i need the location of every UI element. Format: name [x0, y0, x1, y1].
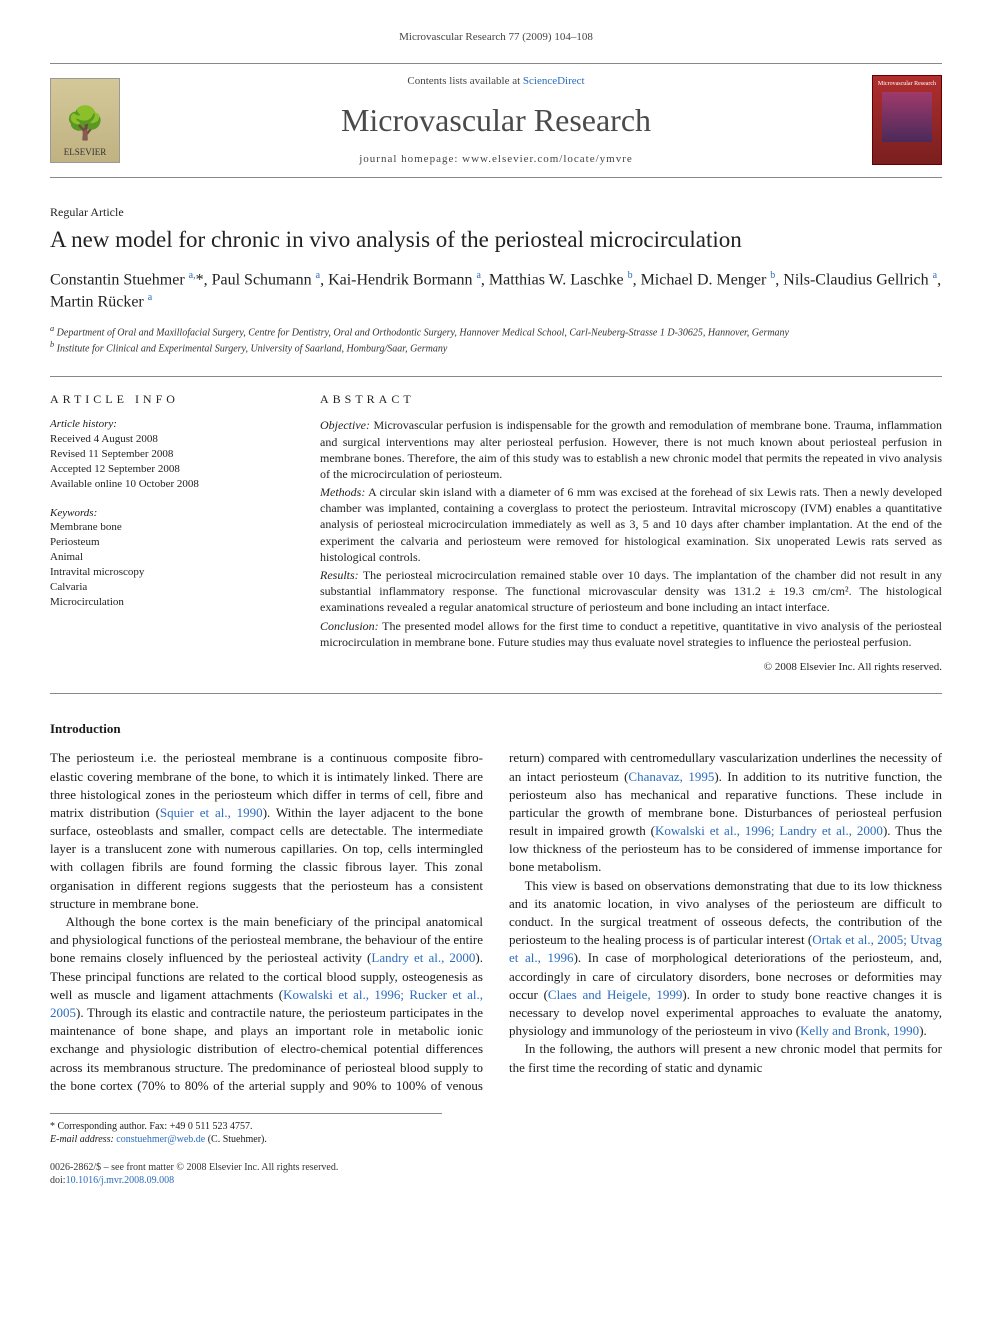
affiliations: a Department of Oral and Maxillofacial S… — [50, 323, 942, 357]
citation-link[interactable]: Landry et al., 2000 — [371, 950, 475, 965]
footnotes: * Corresponding author. Fax: +49 0 511 5… — [50, 1113, 442, 1147]
history-label: Article history: — [50, 417, 280, 432]
keywords-label: Keywords: — [50, 506, 280, 521]
introduction-title: Introduction — [50, 720, 942, 738]
intro-p3: This view is based on observations demon… — [509, 877, 942, 1041]
abstract-copyright: © 2008 Elsevier Inc. All rights reserved… — [320, 660, 942, 675]
affiliation-a: a Department of Oral and Maxillofacial S… — [50, 323, 942, 340]
authors: Constantin Stuehmer a,*, Paul Schumann a… — [50, 269, 942, 313]
keyword: Membrane bone — [50, 520, 280, 535]
keyword: Microcirculation — [50, 595, 280, 610]
history-lines: Received 4 August 2008 Revised 11 Septem… — [50, 432, 280, 491]
masthead-center: Contents lists available at ScienceDirec… — [120, 74, 872, 167]
cover-image — [882, 92, 932, 142]
elsevier-logo: 🌳 ELSEVIER — [50, 78, 120, 163]
sciencedirect-link[interactable]: ScienceDirect — [523, 75, 585, 87]
abstract: ABSTRACT Objective: Microvascular perfus… — [320, 391, 942, 675]
keyword: Calvaria — [50, 580, 280, 595]
history-item: Received 4 August 2008 — [50, 432, 280, 447]
citation-link[interactable]: Squier et al., 1990 — [160, 805, 263, 820]
abstract-methods: Methods: A circular skin island with a d… — [320, 484, 942, 565]
history-item: Accepted 12 September 2008 — [50, 462, 280, 477]
cover-label: Microvascular Research — [878, 80, 936, 88]
tree-icon: 🌳 — [65, 102, 105, 145]
journal-name: Microvascular Research — [120, 99, 872, 142]
history-item: Revised 11 September 2008 — [50, 447, 280, 462]
homepage-url: www.elsevier.com/locate/ymvre — [462, 153, 633, 165]
corresponding-author: * Corresponding author. Fax: +49 0 511 5… — [50, 1120, 442, 1134]
abstract-conclusion: Conclusion: The presented model allows f… — [320, 618, 942, 650]
citation-link[interactable]: Claes and Heigele, 1999 — [548, 987, 682, 1002]
keyword: Intravital microscopy — [50, 565, 280, 580]
keyword: Periosteum — [50, 535, 280, 550]
doi-line: doi:10.1016/j.mvr.2008.09.008 — [50, 1174, 942, 1188]
publisher-name: ELSEVIER — [64, 146, 107, 158]
citation-link[interactable]: Kowalski et al., 1996; Landry et al., 20… — [655, 823, 883, 838]
footer-copyright: 0026-2862/$ – see front matter © 2008 El… — [50, 1161, 942, 1188]
homepage-prefix: journal homepage: — [359, 153, 462, 165]
keyword: Animal — [50, 550, 280, 565]
citation-link[interactable]: Kelly and Bronk, 1990 — [800, 1023, 919, 1038]
article-type: Regular Article — [50, 204, 942, 220]
email-line: E-mail address: constuehmer@web.de (C. S… — [50, 1133, 442, 1147]
keywords-list: Membrane bone Periosteum Animal Intravit… — [50, 520, 280, 609]
front-matter: 0026-2862/$ – see front matter © 2008 El… — [50, 1161, 942, 1175]
abstract-objective: Objective: Microvascular perfusion is in… — [320, 417, 942, 482]
contents-prefix: Contents lists available at — [407, 75, 522, 87]
contents-line: Contents lists available at ScienceDirec… — [120, 74, 872, 89]
intro-p1: The periosteum i.e. the periosteal membr… — [50, 749, 483, 913]
info-rubric: ARTICLE INFO — [50, 391, 280, 407]
history-item: Available online 10 October 2008 — [50, 477, 280, 492]
journal-cover: Microvascular Research — [872, 75, 942, 165]
introduction-body: The periosteum i.e. the periosteal membr… — [50, 749, 942, 1095]
abstract-results: Results: The periosteal microcirculation… — [320, 567, 942, 616]
article-info: ARTICLE INFO Article history: Received 4… — [50, 391, 280, 675]
doi-link[interactable]: 10.1016/j.mvr.2008.09.008 — [66, 1175, 175, 1186]
email-link[interactable]: constuehmer@web.de — [116, 1134, 205, 1145]
masthead: 🌳 ELSEVIER Contents lists available at S… — [50, 63, 942, 178]
running-head: Microvascular Research 77 (2009) 104–108 — [50, 30, 942, 45]
article-title: A new model for chronic in vivo analysis… — [50, 226, 942, 255]
homepage-line: journal homepage: www.elsevier.com/locat… — [120, 152, 872, 167]
info-row: ARTICLE INFO Article history: Received 4… — [50, 376, 942, 694]
affiliation-b: b Institute for Clinical and Experimenta… — [50, 339, 942, 356]
abstract-rubric: ABSTRACT — [320, 391, 942, 407]
citation-link[interactable]: Chanavaz, 1995 — [628, 769, 714, 784]
intro-p4: In the following, the authors will prese… — [509, 1040, 942, 1076]
